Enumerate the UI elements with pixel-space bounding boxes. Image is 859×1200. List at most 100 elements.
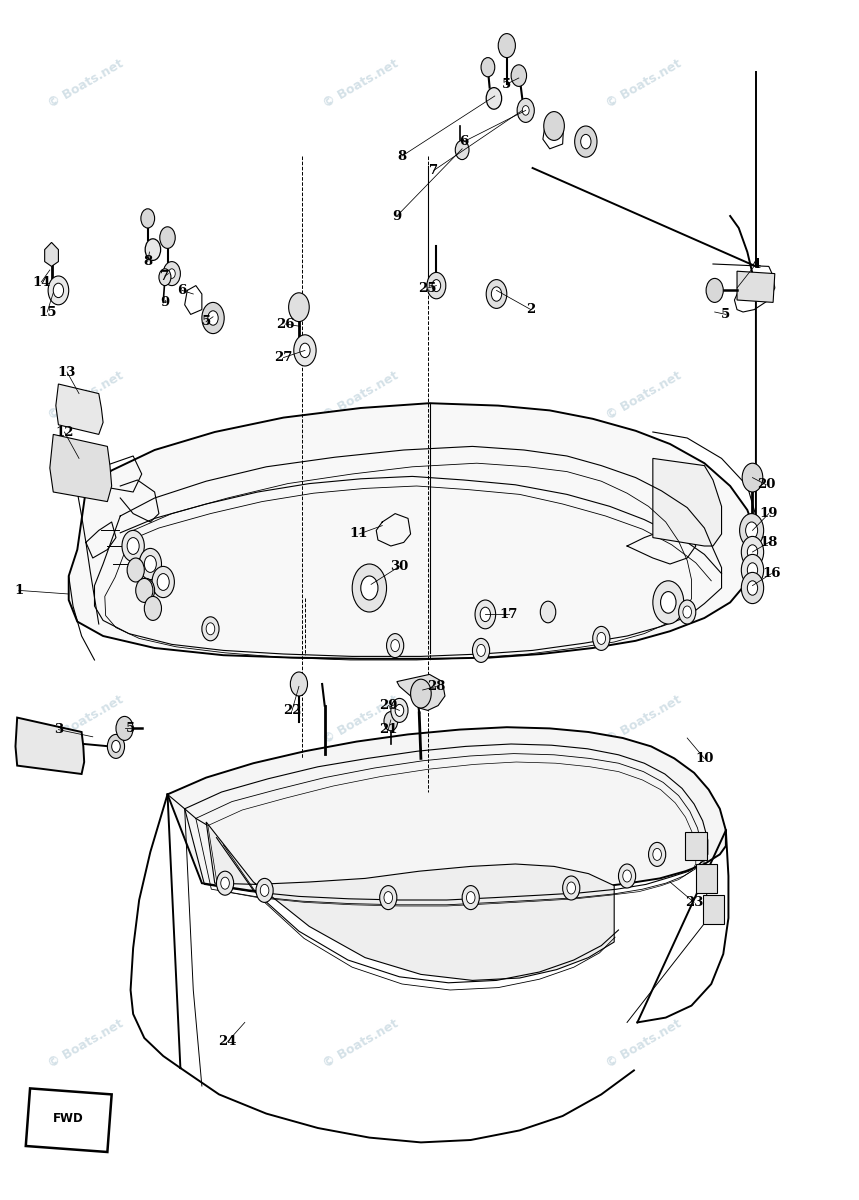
Circle shape (741, 554, 764, 586)
Text: © Boats.net: © Boats.net (321, 370, 400, 422)
Bar (703, 895, 724, 924)
Circle shape (746, 522, 758, 539)
Circle shape (475, 600, 496, 629)
Circle shape (653, 581, 684, 624)
Circle shape (540, 601, 556, 623)
Text: 24: 24 (218, 1036, 237, 1048)
Text: 3: 3 (54, 724, 63, 736)
Circle shape (145, 239, 161, 260)
Circle shape (157, 574, 169, 590)
Text: 28: 28 (427, 680, 446, 692)
Circle shape (649, 842, 666, 866)
Text: © Boats.net: © Boats.net (321, 1018, 400, 1070)
Circle shape (294, 335, 316, 366)
Polygon shape (45, 242, 58, 266)
Circle shape (466, 892, 475, 904)
Text: 15: 15 (38, 306, 57, 318)
Circle shape (391, 640, 399, 652)
Circle shape (206, 623, 215, 635)
Circle shape (361, 576, 378, 600)
Circle shape (618, 864, 636, 888)
Circle shape (384, 712, 398, 731)
Circle shape (136, 578, 153, 602)
Circle shape (168, 269, 175, 278)
Polygon shape (56, 384, 103, 434)
Text: 17: 17 (499, 608, 518, 620)
Circle shape (127, 538, 139, 554)
Circle shape (221, 877, 229, 889)
Text: 5: 5 (126, 722, 135, 734)
Circle shape (491, 287, 502, 301)
Circle shape (740, 514, 764, 547)
Text: 4: 4 (752, 258, 760, 270)
Text: 26: 26 (276, 318, 295, 330)
Circle shape (581, 134, 591, 149)
Text: © Boats.net: © Boats.net (605, 370, 684, 422)
Circle shape (486, 280, 507, 308)
Circle shape (160, 227, 175, 248)
Text: 2: 2 (527, 304, 535, 316)
Circle shape (144, 596, 161, 620)
Text: 7: 7 (161, 270, 169, 282)
Circle shape (427, 272, 446, 299)
Text: 6: 6 (460, 136, 468, 148)
Polygon shape (737, 271, 775, 302)
Text: FWD: FWD (53, 1112, 83, 1124)
Circle shape (137, 578, 155, 602)
Circle shape (498, 34, 515, 58)
Polygon shape (69, 403, 756, 659)
Circle shape (653, 848, 661, 860)
Text: 5: 5 (202, 316, 210, 328)
Circle shape (202, 302, 224, 334)
Text: 8: 8 (398, 150, 406, 162)
Text: © Boats.net: © Boats.net (605, 1018, 684, 1070)
Text: 5: 5 (722, 308, 730, 320)
Polygon shape (15, 718, 84, 774)
Circle shape (53, 283, 64, 298)
Text: 18: 18 (759, 536, 778, 548)
Circle shape (159, 269, 171, 286)
Bar (696, 864, 717, 893)
Circle shape (706, 278, 723, 302)
Circle shape (380, 886, 397, 910)
Text: © Boats.net: © Boats.net (321, 58, 400, 110)
Circle shape (141, 209, 155, 228)
Text: 10: 10 (695, 752, 714, 764)
Circle shape (289, 293, 309, 322)
Circle shape (477, 644, 485, 656)
Circle shape (122, 530, 144, 562)
Circle shape (290, 672, 308, 696)
Text: 12: 12 (55, 426, 74, 438)
Text: 21: 21 (379, 724, 398, 736)
Text: 14: 14 (32, 276, 51, 288)
Circle shape (563, 876, 580, 900)
Text: 1: 1 (15, 584, 23, 596)
Circle shape (486, 88, 502, 109)
Circle shape (511, 65, 527, 86)
Text: 16: 16 (762, 568, 781, 580)
Circle shape (741, 572, 764, 604)
Text: 13: 13 (58, 366, 76, 378)
Circle shape (517, 98, 534, 122)
Text: 11: 11 (350, 528, 369, 540)
Text: 23: 23 (685, 896, 704, 908)
Circle shape (116, 716, 133, 740)
Polygon shape (50, 434, 112, 502)
Text: 29: 29 (379, 700, 398, 712)
Circle shape (741, 536, 764, 568)
Circle shape (623, 870, 631, 882)
Text: 9: 9 (161, 296, 169, 308)
Circle shape (202, 617, 219, 641)
Circle shape (661, 592, 676, 613)
Circle shape (679, 600, 696, 624)
Circle shape (432, 280, 441, 292)
Circle shape (256, 878, 273, 902)
Circle shape (455, 140, 469, 160)
Circle shape (395, 704, 404, 716)
Circle shape (387, 634, 404, 658)
Text: 27: 27 (274, 352, 293, 364)
Text: 19: 19 (759, 508, 778, 520)
Circle shape (107, 734, 125, 758)
Circle shape (683, 606, 691, 618)
Circle shape (260, 884, 269, 896)
